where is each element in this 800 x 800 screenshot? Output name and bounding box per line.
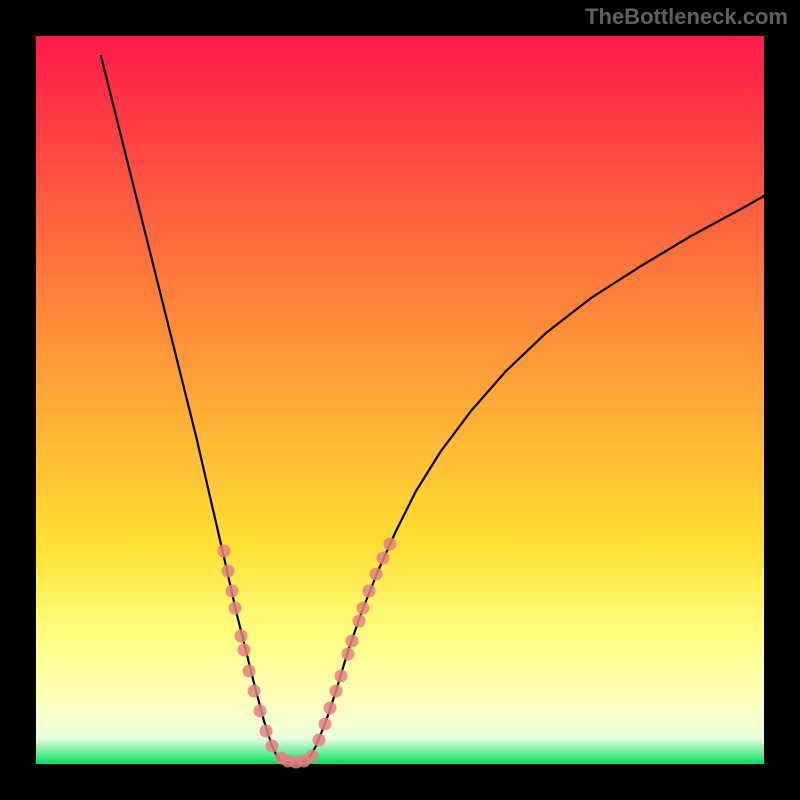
bottleneck-curve [101, 56, 764, 762]
chart-svg [36, 36, 764, 764]
marker-dot [254, 705, 267, 718]
marker-dot [306, 750, 319, 763]
marker-dot [319, 718, 332, 731]
marker-group [218, 538, 397, 769]
marker-dot [384, 538, 397, 551]
marker-dot [330, 685, 343, 698]
marker-dot [260, 725, 273, 738]
marker-dot [324, 702, 337, 715]
marker-dot [266, 740, 279, 753]
marker-dot [342, 648, 355, 661]
plot-area [36, 36, 764, 764]
marker-dot [313, 734, 326, 747]
marker-dot [370, 568, 383, 581]
marker-dot [235, 630, 248, 643]
marker-dot [238, 644, 251, 657]
marker-dot [353, 615, 366, 628]
marker-dot [346, 635, 359, 648]
marker-dot [229, 602, 242, 615]
marker-dot [357, 602, 370, 615]
marker-dot [243, 665, 256, 678]
marker-dot [222, 565, 235, 578]
watermark-text: TheBottleneck.com [585, 4, 788, 30]
marker-dot [226, 585, 239, 598]
marker-dot [377, 552, 390, 565]
marker-dot [363, 585, 376, 598]
marker-dot [218, 545, 231, 558]
marker-dot [248, 685, 261, 698]
marker-dot [335, 670, 348, 683]
